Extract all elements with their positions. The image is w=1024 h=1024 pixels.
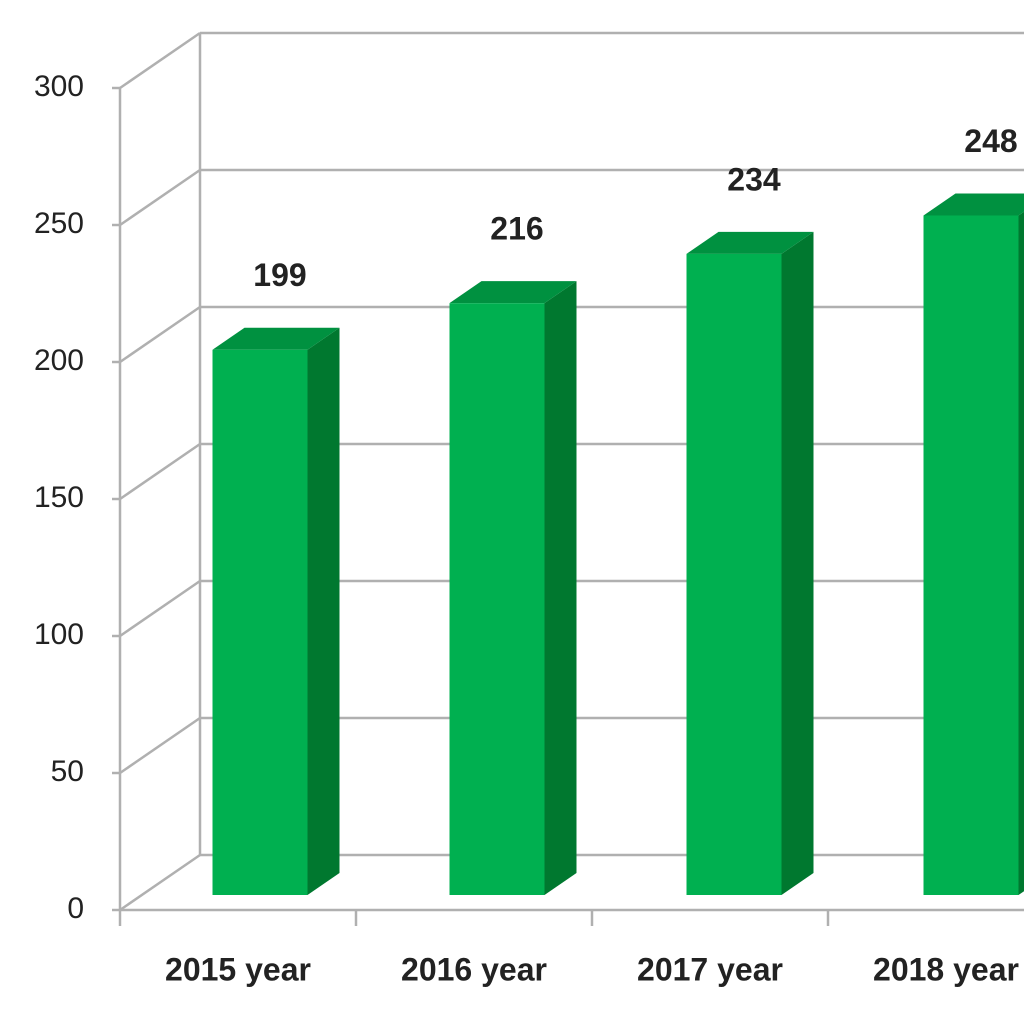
y-tick-label: 200 xyxy=(34,344,84,377)
y-tick-label: 250 xyxy=(34,207,84,240)
bar-top xyxy=(449,281,577,304)
y-tick-label: 0 xyxy=(67,892,84,925)
bar-top xyxy=(686,231,814,254)
side-grid-line xyxy=(119,716,201,775)
y-tick-label: 150 xyxy=(34,481,84,514)
bar-top xyxy=(923,193,1024,216)
y-tick-label: 50 xyxy=(51,755,84,788)
value-label: 199 xyxy=(253,257,306,293)
value-label: 234 xyxy=(727,161,781,197)
bar-side xyxy=(781,231,814,896)
bar xyxy=(923,215,1019,896)
bar xyxy=(686,253,782,896)
bar-top xyxy=(212,327,340,350)
value-label: 216 xyxy=(490,211,543,247)
side-grid-line xyxy=(119,305,201,364)
side-grid-line xyxy=(119,853,201,912)
bar-side xyxy=(544,281,577,895)
x-tick-label: 2018 year xyxy=(873,951,1019,987)
side-grid-line xyxy=(119,442,201,501)
bar xyxy=(449,303,545,895)
x-tick-label: 2017 year xyxy=(637,951,783,987)
y-tick-label: 300 xyxy=(34,70,84,103)
x-tick-label: 2016 year xyxy=(401,951,547,987)
side-grid-line xyxy=(119,579,201,638)
bar xyxy=(212,349,308,895)
y-tick-label: 100 xyxy=(34,618,84,651)
value-label: 248 xyxy=(964,123,1017,159)
bar-side xyxy=(1018,211,1024,895)
x-tick-label: 2015 year xyxy=(165,951,311,987)
bar-side xyxy=(307,327,340,895)
side-grid-line xyxy=(119,31,201,90)
side-grid-line xyxy=(119,168,201,227)
